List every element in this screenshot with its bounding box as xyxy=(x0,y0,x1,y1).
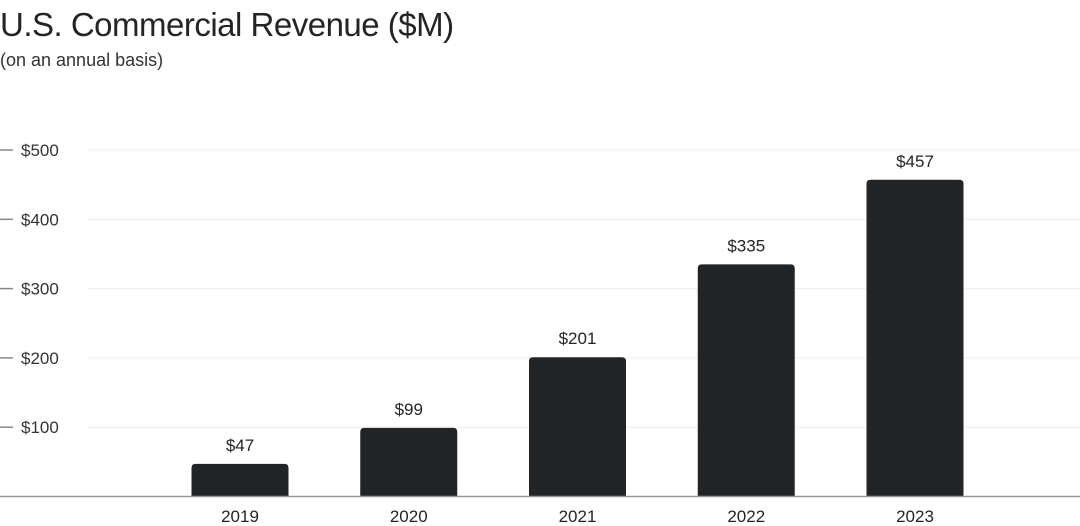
data-label: $201 xyxy=(559,329,597,348)
data-label: $47 xyxy=(226,436,254,455)
bar xyxy=(866,179,964,497)
bar xyxy=(360,427,458,497)
x-tick-label: 2020 xyxy=(390,507,428,526)
data-label: $335 xyxy=(727,236,765,255)
bar xyxy=(697,264,795,497)
y-tick-label: $100 xyxy=(21,418,59,437)
chart-subtitle: (on an annual basis) xyxy=(0,50,164,70)
x-tick-label: 2019 xyxy=(221,507,259,526)
y-tick-label: $400 xyxy=(21,210,59,229)
data-label: $457 xyxy=(896,152,934,171)
chart-title: U.S. Commercial Revenue ($M) xyxy=(0,6,454,43)
y-tick-label: $200 xyxy=(21,349,59,368)
bar xyxy=(529,357,626,497)
y-tick-label: $500 xyxy=(21,141,59,160)
x-tick-label: 2021 xyxy=(559,507,597,526)
data-label: $99 xyxy=(395,400,423,419)
x-tick-label: 2023 xyxy=(896,507,934,526)
y-tick-label: $300 xyxy=(21,280,59,299)
x-tick-label: 2022 xyxy=(727,507,765,526)
bar xyxy=(191,463,289,497)
